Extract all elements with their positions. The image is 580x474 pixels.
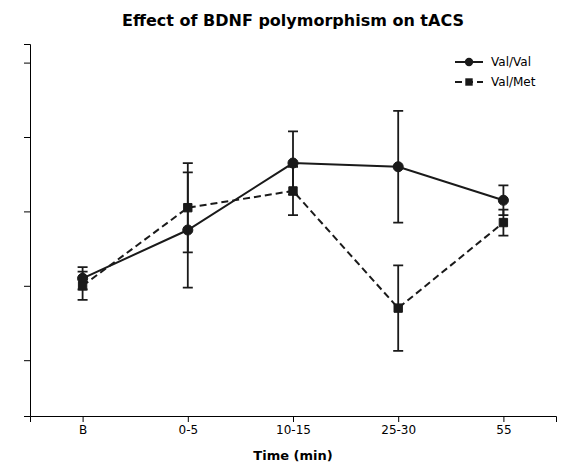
marks <box>78 111 509 351</box>
tick-mark <box>24 286 30 287</box>
tick-mark <box>188 416 189 422</box>
legend-item: Val/Met <box>455 75 536 89</box>
tick: B <box>79 416 87 437</box>
tick-mark <box>24 211 30 212</box>
tick-label: 55 <box>496 423 511 437</box>
title: Effect of BDNF polymorphism on tACS <box>122 11 464 30</box>
error-bar <box>183 163 193 252</box>
point <box>78 282 86 290</box>
line <box>83 163 504 278</box>
error-bar <box>78 272 88 300</box>
tick-mark <box>398 416 399 422</box>
series <box>78 111 509 290</box>
point <box>393 162 403 172</box>
tick-label: 10-15 <box>276 423 311 437</box>
tick-mark <box>24 360 30 361</box>
legend: Val/Val Val/Met <box>455 55 536 89</box>
point <box>499 218 507 226</box>
error-bar <box>393 265 403 351</box>
tick-mark <box>24 63 30 64</box>
tick <box>24 137 30 138</box>
tick-label: 25-30 <box>381 423 416 437</box>
legend-label: Val/Met <box>491 75 536 89</box>
tick <box>24 211 30 212</box>
legend-marker <box>465 58 473 66</box>
tick: 55 <box>496 416 511 437</box>
chart: B 0-5 10-15 25-30 55 Val/Val Val/Met Effect of … <box>0 0 580 474</box>
tick <box>24 360 30 361</box>
tick: 10-15 <box>276 416 311 437</box>
series <box>78 163 509 351</box>
error-bar <box>393 111 403 223</box>
y-axis <box>24 45 31 417</box>
tick-mark <box>83 416 84 422</box>
error-bar <box>498 210 508 236</box>
plot: B 0-5 10-15 25-30 55 Val/Val Val/Met <box>24 45 557 437</box>
point <box>184 203 192 211</box>
point <box>498 195 508 205</box>
tick: 25-30 <box>381 416 416 437</box>
legend-item: Val/Val <box>455 55 531 69</box>
tick-mark <box>503 416 504 422</box>
tick-label: B <box>79 423 87 437</box>
tick <box>24 286 30 287</box>
x-axis-title: Time (min) <box>253 448 332 463</box>
legend-label: Val/Val <box>491 55 531 69</box>
tick-mark <box>24 137 30 138</box>
tick <box>24 63 30 64</box>
legend-marker <box>465 78 472 85</box>
tick: 0-5 <box>178 416 198 437</box>
tick-label: 0-5 <box>178 423 198 437</box>
point <box>394 304 402 312</box>
error-bar <box>288 167 298 215</box>
axis-line <box>31 417 557 423</box>
tick-mark <box>293 416 294 422</box>
axis-line <box>24 45 31 417</box>
point <box>289 187 297 195</box>
x-axis: B 0-5 10-15 25-30 55 <box>31 416 557 437</box>
